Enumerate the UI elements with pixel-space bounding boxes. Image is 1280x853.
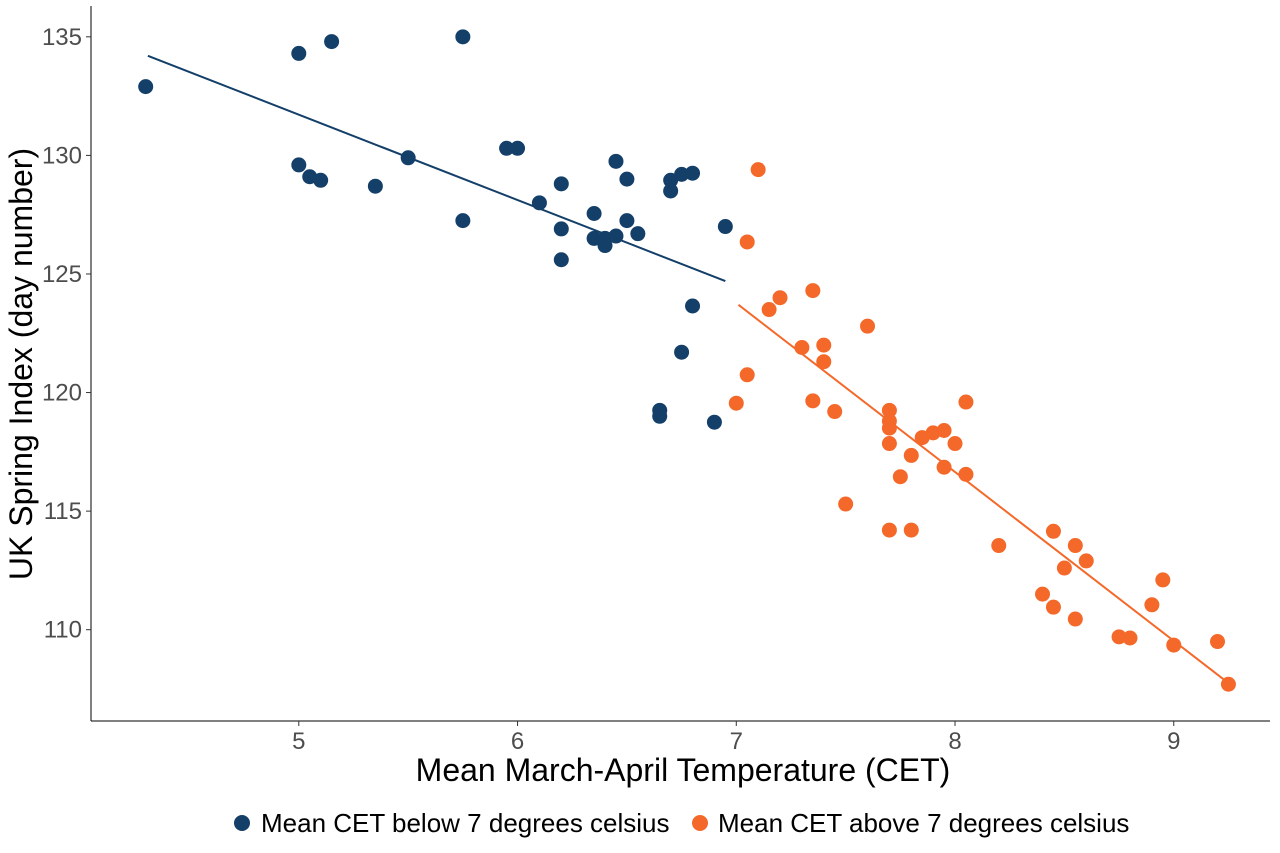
data-point-series-1 xyxy=(739,367,755,383)
data-point-series-1 xyxy=(947,436,963,452)
data-point-series-1 xyxy=(750,162,766,178)
data-point-series-1 xyxy=(1045,523,1061,539)
data-point-series-0 xyxy=(663,172,679,188)
x-ticks: 5 6 7 8 9 xyxy=(292,721,1180,755)
y-tick-label: 130 xyxy=(42,142,82,169)
data-point-series-0 xyxy=(619,213,635,229)
data-point-series-0 xyxy=(553,252,569,268)
data-point-series-0 xyxy=(586,206,602,222)
data-point-series-0 xyxy=(685,165,701,181)
data-point-series-1 xyxy=(881,402,897,418)
x-axis-label: Mean March-April Temperature (CET) xyxy=(416,752,951,788)
data-point-series-0 xyxy=(685,298,701,314)
data-point-series-0 xyxy=(652,408,668,424)
data-point-series-1 xyxy=(936,422,952,438)
x-tick-label: 9 xyxy=(1167,728,1180,755)
fit-line-series-0 xyxy=(147,54,726,283)
data-point-series-1 xyxy=(860,318,876,334)
data-point-series-0 xyxy=(324,34,340,50)
data-point-series-0 xyxy=(455,29,471,45)
data-point-series-1 xyxy=(881,436,897,452)
data-point-series-1 xyxy=(739,234,755,250)
data-point-series-1 xyxy=(903,447,919,463)
x-tick-label: 8 xyxy=(948,728,961,755)
x-tick-label: 7 xyxy=(730,728,743,755)
data-point-series-0 xyxy=(597,238,613,254)
data-point-series-1 xyxy=(838,496,854,512)
data-point-series-1 xyxy=(1144,597,1160,613)
data-point-series-0 xyxy=(291,45,307,61)
legend-label-below-7: Mean CET below 7 degrees celsius xyxy=(261,808,670,838)
legend-marker-above-7 xyxy=(692,815,708,831)
data-point-series-1 xyxy=(1056,560,1072,576)
legend-label-above-7: Mean CET above 7 degrees celsius xyxy=(718,808,1129,838)
data-point-series-1 xyxy=(827,404,843,420)
data-point-series-0 xyxy=(674,166,690,182)
data-point-series-0 xyxy=(367,178,383,194)
y-tick-label: 115 xyxy=(44,498,82,525)
fit-line-series-1 xyxy=(737,304,1230,684)
plot-area xyxy=(138,29,1236,692)
y-tick-label: 125 xyxy=(42,261,82,288)
legend: Mean CET below 7 degrees celsius Mean CE… xyxy=(234,808,1129,838)
data-point-series-1 xyxy=(816,354,832,370)
data-point-series-0 xyxy=(499,140,515,156)
data-point-series-1 xyxy=(1035,586,1051,602)
data-point-series-1 xyxy=(1067,611,1083,627)
data-point-series-0 xyxy=(630,226,646,242)
data-point-series-1 xyxy=(772,290,788,306)
y-ticks: 110 115 120 125 130 135 xyxy=(42,24,91,644)
data-point-series-1 xyxy=(805,393,821,409)
data-point-series-1 xyxy=(816,337,832,353)
data-point-series-1 xyxy=(958,394,974,410)
data-point-series-0 xyxy=(291,157,307,173)
data-point-series-1 xyxy=(1166,637,1182,653)
x-tick-label: 6 xyxy=(511,728,524,755)
data-point-series-1 xyxy=(1067,538,1083,554)
data-point-series-0 xyxy=(138,79,154,95)
data-point-series-1 xyxy=(936,459,952,475)
data-point-series-0 xyxy=(608,153,624,169)
data-point-series-1 xyxy=(1045,599,1061,615)
y-tick-label: 135 xyxy=(42,24,82,51)
data-point-series-0 xyxy=(455,213,471,229)
data-point-series-1 xyxy=(903,522,919,538)
y-axis-label: UK Spring Index (day number) xyxy=(3,148,39,580)
data-point-series-1 xyxy=(805,283,821,299)
data-point-series-1 xyxy=(1111,629,1127,645)
y-tick-label: 120 xyxy=(42,380,82,407)
y-tick-label: 110 xyxy=(44,617,82,644)
data-point-series-0 xyxy=(663,183,679,199)
data-point-series-0 xyxy=(553,176,569,192)
data-point-series-1 xyxy=(1122,630,1138,646)
data-point-series-1 xyxy=(728,395,744,411)
data-point-series-1 xyxy=(1078,553,1094,569)
data-point-series-1 xyxy=(892,469,908,485)
data-point-series-1 xyxy=(881,522,897,538)
data-point-series-0 xyxy=(717,219,733,235)
data-point-series-0 xyxy=(510,140,526,156)
data-point-series-0 xyxy=(674,344,690,360)
data-point-series-0 xyxy=(313,172,329,188)
data-point-series-1 xyxy=(761,302,777,318)
data-point-series-1 xyxy=(991,538,1007,554)
data-point-series-0 xyxy=(586,230,602,246)
data-point-series-1 xyxy=(881,420,897,436)
data-point-series-1 xyxy=(1210,634,1226,650)
data-point-series-0 xyxy=(706,414,722,430)
data-point-series-0 xyxy=(553,221,569,237)
data-point-series-0 xyxy=(619,171,635,187)
x-tick-label: 5 xyxy=(292,728,305,755)
legend-marker-below-7 xyxy=(234,815,250,831)
data-point-series-1 xyxy=(1155,572,1171,588)
